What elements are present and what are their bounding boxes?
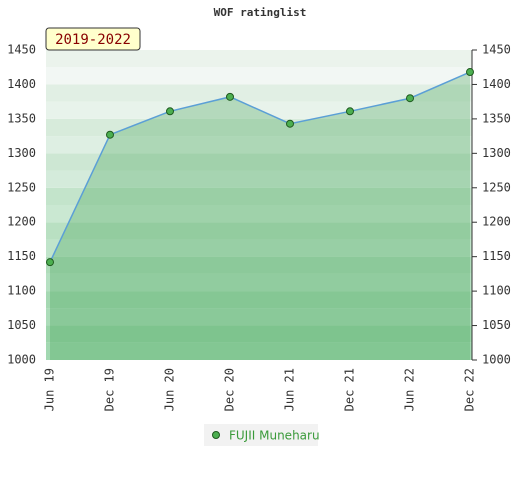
area xyxy=(50,72,470,361)
band xyxy=(46,205,472,223)
badge-box xyxy=(45,27,141,51)
x-tick-label: Jun 20 xyxy=(163,368,177,411)
y-tick-label: 1200 xyxy=(7,215,36,229)
y2-tick-label: 1200 xyxy=(482,215,511,229)
point xyxy=(226,92,234,101)
y-tick-label: 1250 xyxy=(7,180,36,194)
point xyxy=(346,107,354,116)
y2-tick-label: 1350 xyxy=(482,111,511,125)
y2-tick-label: 1450 xyxy=(482,43,511,57)
band xyxy=(46,187,472,205)
point xyxy=(466,68,474,77)
legend-label: FUJII Muneharu xyxy=(229,429,320,443)
band xyxy=(46,118,472,137)
point xyxy=(46,258,54,267)
chart-title: WOF ratinglist xyxy=(214,6,307,19)
y2-tick-label: 1300 xyxy=(482,146,511,160)
y-tick-label: 1150 xyxy=(7,249,36,263)
point xyxy=(286,119,294,128)
band xyxy=(46,50,472,68)
y-tick-label: 1050 xyxy=(7,318,36,332)
line xyxy=(49,71,471,263)
y2-tick-label: 1100 xyxy=(482,284,511,298)
band xyxy=(46,136,472,154)
band xyxy=(46,67,472,85)
point xyxy=(106,130,114,139)
x-tick-label: Jun 22 xyxy=(403,368,417,411)
y-tick-label: 1000 xyxy=(7,353,36,367)
y-tick-label: 1100 xyxy=(7,284,36,298)
band xyxy=(46,170,472,188)
legend-marker xyxy=(212,431,220,439)
plot-background xyxy=(46,50,472,360)
band xyxy=(46,342,472,360)
x-tick-label: Dec 21 xyxy=(343,368,357,411)
x-tick-label: Dec 20 xyxy=(223,368,237,411)
y2-tick-label: 1400 xyxy=(482,77,511,91)
legend-box xyxy=(204,424,318,446)
y2-tick-label: 1150 xyxy=(482,249,511,263)
point xyxy=(406,94,414,103)
y2-tick-label: 1050 xyxy=(482,318,511,332)
band xyxy=(46,256,472,274)
y-tick-label: 1450 xyxy=(7,43,36,57)
x-tick-label: Dec 22 xyxy=(463,368,477,411)
band xyxy=(46,308,472,326)
y-tick-label: 1400 xyxy=(7,77,36,91)
x-tick-label: Jun 21 xyxy=(283,368,297,411)
y2-tick-label: 1250 xyxy=(482,180,511,194)
x-tick-label: Jun 19 xyxy=(43,368,57,411)
band xyxy=(46,273,472,292)
y-tick-label: 1300 xyxy=(7,146,36,160)
band xyxy=(46,325,472,343)
band xyxy=(46,153,472,171)
y2-tick-label: 1000 xyxy=(482,353,511,367)
x-tick-label: Dec 19 xyxy=(103,368,117,411)
plot: 1000 1000 1050 1050 1100 1100 1150 1150 1200 1200… xyxy=(7,43,511,412)
point xyxy=(166,107,174,116)
badge: 2019-2022 xyxy=(55,32,131,48)
y-tick-label: 1350 xyxy=(7,111,36,125)
band xyxy=(46,291,472,309)
band xyxy=(46,222,472,240)
band xyxy=(46,84,472,102)
band xyxy=(46,239,472,257)
